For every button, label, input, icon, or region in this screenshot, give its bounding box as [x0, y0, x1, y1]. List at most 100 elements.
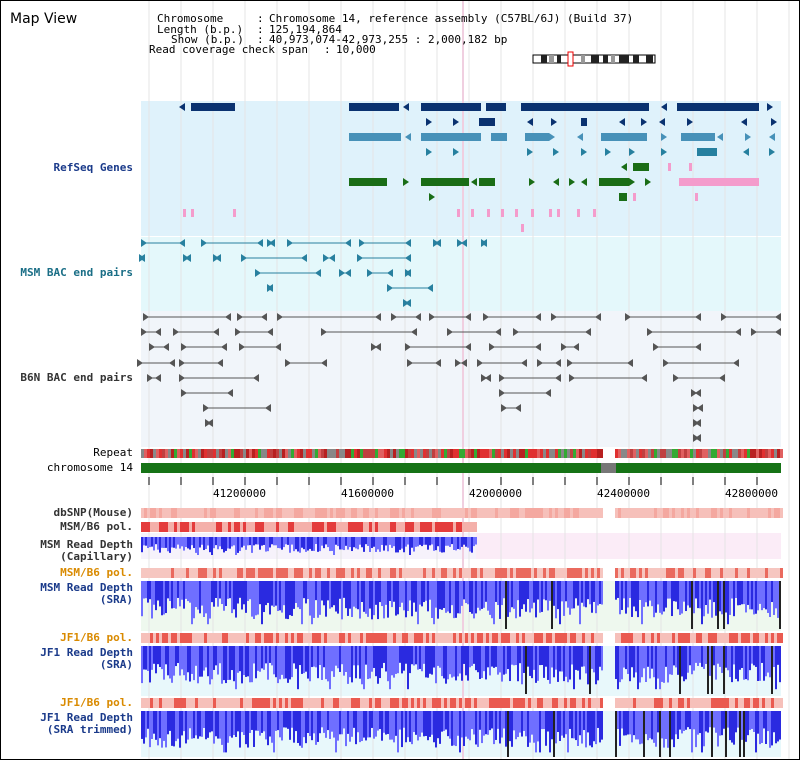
depth-bar — [369, 711, 371, 738]
polymorphism-segment — [741, 633, 744, 643]
repeat-segment — [315, 449, 318, 458]
polymorphism-segment — [573, 508, 576, 518]
depth-bar — [511, 646, 513, 665]
polymorphism-segment — [450, 568, 453, 578]
depth-bar — [453, 711, 455, 746]
polymorphism-segment — [222, 522, 225, 532]
polymorphism-segment — [429, 522, 432, 532]
polymorphism-segment — [252, 522, 255, 532]
gene-arrow — [693, 404, 699, 412]
depth-bar — [185, 537, 187, 547]
polymorphism-segment — [555, 698, 558, 708]
depth-bar — [433, 537, 435, 551]
depth-bar — [147, 581, 149, 603]
repeat-segment — [630, 449, 633, 458]
depth-bar — [743, 646, 745, 680]
polymorphism-segment — [339, 568, 342, 578]
polymorphism-segment — [699, 568, 702, 578]
depth-bar — [545, 581, 547, 601]
depth-bar — [433, 646, 435, 668]
polymorphism-segment — [225, 522, 228, 532]
repeat-segment — [378, 449, 381, 458]
depth-bar — [555, 581, 557, 619]
polymorphism-segment — [351, 698, 354, 708]
depth-bar — [397, 581, 399, 615]
depth-bar — [485, 646, 487, 680]
polymorphism-segment — [462, 698, 465, 708]
depth-bar — [339, 711, 341, 735]
depth-bar — [763, 646, 765, 681]
depth-bar — [173, 646, 175, 676]
repeat-segment — [705, 449, 708, 458]
polymorphism-segment — [765, 633, 768, 643]
polymorphism-segment — [186, 522, 189, 532]
depth-bar — [713, 646, 715, 666]
polymorphism-segment — [213, 568, 216, 578]
depth-bar — [575, 646, 577, 670]
depth-bar — [509, 711, 511, 742]
gene-arrow — [277, 313, 283, 321]
depth-bar — [317, 646, 319, 679]
repeat-segment — [339, 449, 342, 458]
depth-bar — [187, 711, 189, 740]
depth-bar — [751, 711, 753, 729]
polymorphism-segment — [393, 698, 396, 708]
depth-bar — [171, 711, 173, 746]
track-label-b6n-bac[interactable]: B6N BAC end pairs — [20, 371, 133, 384]
depth-bar — [717, 646, 719, 664]
polymorphism-segment — [309, 522, 312, 532]
polymorphism-segment — [279, 568, 282, 578]
polymorphism-segment — [597, 633, 600, 643]
gene-arrow — [545, 389, 551, 397]
polymorphism-segment — [579, 508, 582, 518]
depth-bar — [665, 711, 667, 740]
polymorphism-segment — [381, 508, 384, 518]
depth-bar — [261, 646, 263, 669]
depth-bar — [227, 581, 229, 599]
depth-bar — [411, 711, 413, 745]
depth-bar — [211, 581, 213, 603]
depth-bar — [627, 581, 629, 608]
depth-bar — [223, 581, 225, 611]
depth-bar — [641, 646, 643, 678]
depth-bar — [409, 646, 411, 674]
depth-bar — [721, 581, 723, 615]
polymorphism-segment — [666, 698, 669, 708]
polymorphism-segment — [258, 568, 261, 578]
depth-bar — [387, 537, 389, 552]
depth-bar — [395, 537, 397, 553]
polymorphism-segment — [579, 633, 582, 643]
polymorphism-segment — [387, 522, 390, 532]
depth-bar — [159, 711, 161, 739]
gene-arrow — [235, 328, 241, 336]
track-label-refseq[interactable]: RefSeq Genes — [53, 161, 133, 174]
polymorphism-segment — [669, 633, 672, 643]
depth-bar — [361, 581, 363, 602]
depth-bar — [551, 646, 553, 668]
polymorphism-segment — [150, 633, 153, 643]
repeat-segment — [402, 449, 405, 458]
polymorphism-segment — [621, 508, 624, 518]
depth-bar — [711, 646, 713, 694]
repeat-segment — [636, 449, 639, 458]
depth-bar — [183, 537, 185, 551]
polymorphism-segment — [465, 522, 468, 532]
depth-bar — [425, 646, 427, 678]
polymorphism-segment — [243, 698, 246, 708]
track-label-msm-bac[interactable]: MSM BAC end pairs — [20, 266, 133, 279]
repeat-segment — [624, 449, 627, 458]
depth-bar — [739, 581, 741, 606]
repeat-segment — [201, 449, 204, 458]
polymorphism-segment — [435, 633, 438, 643]
polymorphism-segment — [231, 522, 234, 532]
repeat-segment — [171, 449, 174, 458]
depth-bar — [521, 581, 523, 610]
depth-bar — [443, 537, 445, 553]
polymorphism-segment — [378, 633, 381, 643]
polymorphism-segment — [240, 698, 243, 708]
repeat-segment — [336, 449, 339, 458]
depth-bar — [505, 711, 507, 747]
depth-bar — [293, 537, 295, 552]
repeat-segment — [579, 449, 582, 458]
